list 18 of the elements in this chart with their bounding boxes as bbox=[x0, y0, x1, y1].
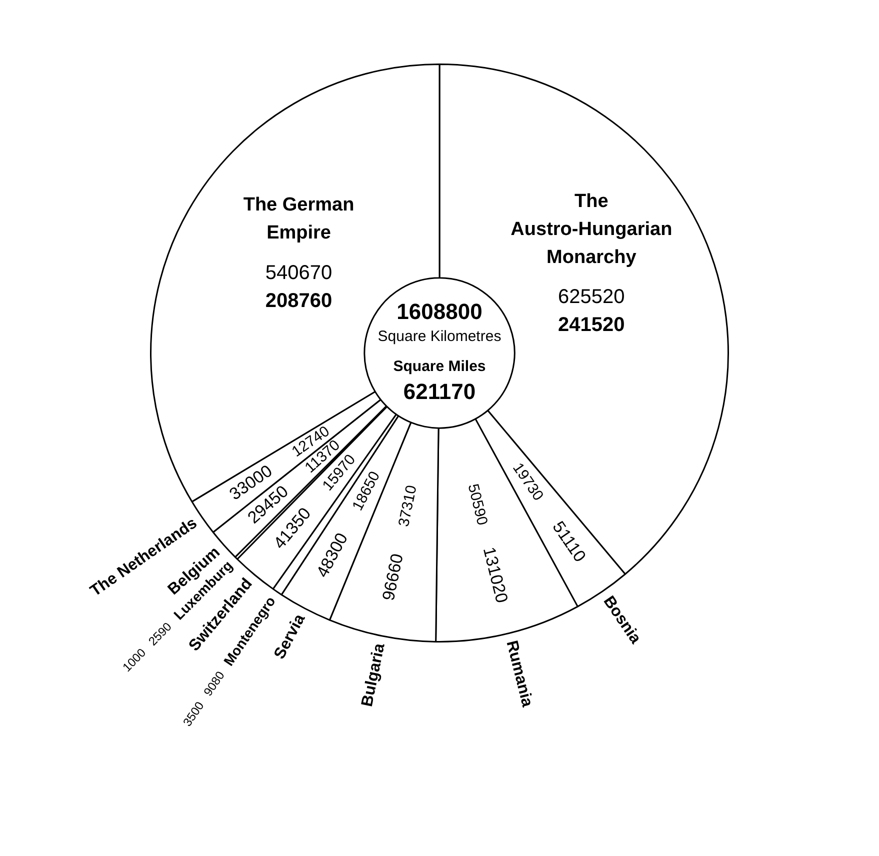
text: 1608800 bbox=[396, 299, 482, 324]
slice-label: The Austro-Hungarian Monarchy bbox=[510, 190, 672, 268]
slice-label: Rumania bbox=[502, 638, 536, 709]
text: 50590 bbox=[464, 482, 491, 527]
data-label: 625520 bbox=[558, 286, 625, 308]
data-label: 48300 bbox=[312, 530, 352, 581]
slice-label: Bulgaria bbox=[358, 642, 388, 708]
slice-label: The German Empire bbox=[243, 194, 354, 244]
text: Square Kilometres bbox=[378, 328, 502, 346]
text: 37310 bbox=[395, 484, 420, 528]
data-label: 131020 bbox=[479, 545, 512, 605]
data-label: 540670 bbox=[265, 262, 332, 284]
text: 18650 bbox=[349, 468, 384, 514]
text: Square Miles bbox=[393, 358, 486, 376]
text: 621170 bbox=[403, 379, 476, 404]
text: 208760 bbox=[265, 290, 332, 312]
text: 241520 bbox=[558, 314, 625, 336]
data-label: 96660 bbox=[378, 552, 407, 602]
